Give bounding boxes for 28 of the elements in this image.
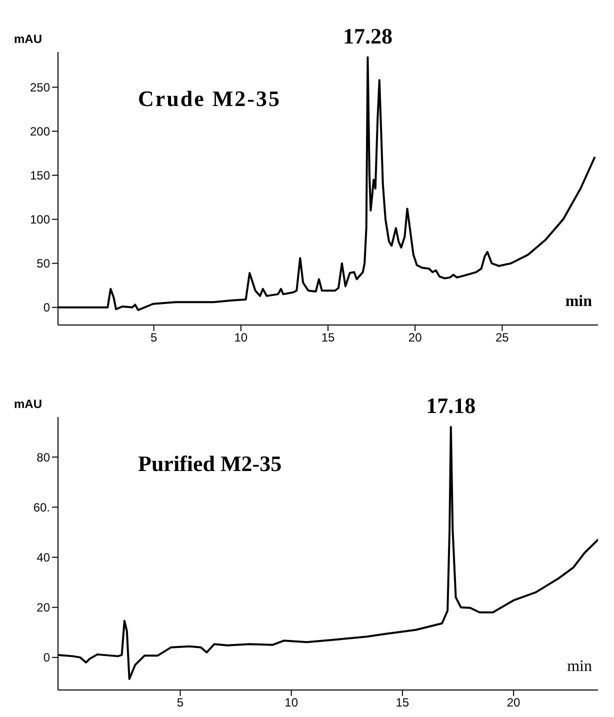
x-axis-title: min	[567, 658, 592, 676]
x-tick-label: 5	[176, 696, 184, 710]
y-tick-label: 80	[36, 450, 50, 464]
y-tick-label: 0	[43, 650, 50, 665]
y-tick-label: 200	[30, 124, 50, 139]
x-tick-label: 10	[284, 696, 298, 710]
x-tick-label: 25	[496, 330, 510, 345]
x-tick-label: 10	[234, 330, 248, 345]
y-tick-label: 0	[43, 300, 50, 315]
x-tick-label: 15	[396, 696, 410, 710]
annotation: 17.18	[426, 393, 476, 418]
y-tick-label: 150	[30, 168, 50, 183]
text: Crude M2-35	[138, 86, 281, 112]
x-axis-title: min	[565, 293, 592, 311]
x-tick-label: 20	[506, 696, 521, 710]
y-tick-label: 100	[30, 212, 50, 227]
y-tick-label: 250	[30, 80, 50, 94]
y-tick-label: 50	[36, 256, 50, 271]
x-tick-label: 5	[150, 330, 158, 345]
text: Purified M2-35	[138, 451, 282, 477]
annotation: 17.28	[342, 23, 392, 48]
x-tick-label: 15	[321, 330, 335, 345]
y-axis-title: mAU	[14, 397, 42, 411]
y-tick-label: 40	[36, 550, 50, 565]
x-tick-label: 20	[408, 330, 422, 345]
y-tick-label: 20	[36, 600, 50, 615]
y-tick-label: 60.	[33, 500, 50, 514]
y-axis-title: mAU	[14, 32, 42, 46]
